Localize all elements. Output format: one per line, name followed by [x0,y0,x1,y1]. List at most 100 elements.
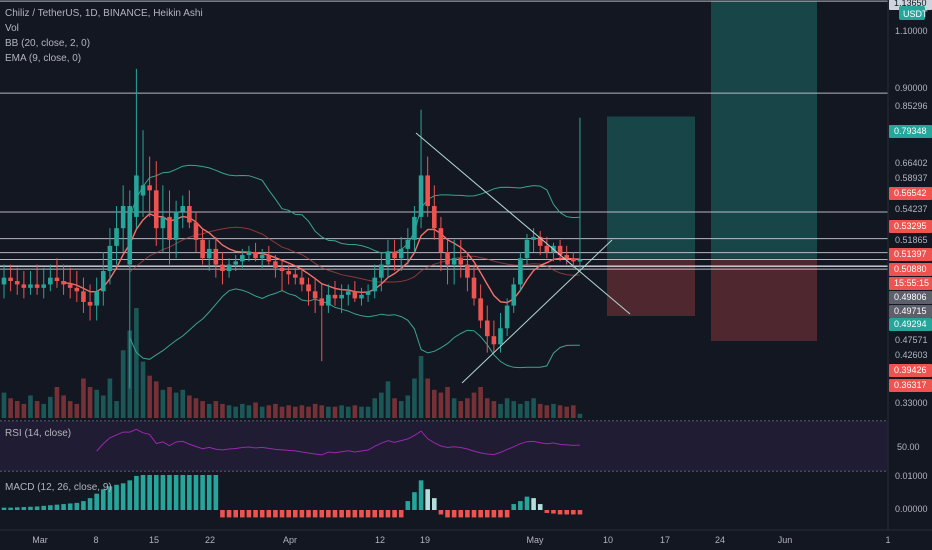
volume-bar [564,406,569,418]
candle-body [266,255,272,262]
macd-hist-bar [61,504,66,510]
candle-body [339,294,344,299]
volume-bar [385,381,391,418]
candle-body [571,258,576,262]
time-axis[interactable]: Mar 8 15 22 Apr 12 19 May 10 17 24 Jun 1 [0,529,932,545]
price-tag-label: 0.53295 [894,221,927,231]
macd-hist-bar [425,489,430,510]
macd-hist-bar [213,475,219,510]
macd-hist-bar [127,480,133,510]
candle-body [226,264,232,272]
volume-bar [54,386,60,418]
volume-bar [511,401,517,418]
legend-item-bb[interactable]: BB (20, close, 2, 0) [5,38,91,49]
volume-bar [577,413,583,418]
macd-hist-bar [544,510,550,513]
legend-item-vol[interactable]: Vol [5,23,19,34]
volume-bar [326,406,331,418]
price-tag-label: 1.13650 [894,0,927,8]
macd-hist-bar [432,498,437,510]
volume-bar [551,403,556,418]
candle-body [359,294,364,299]
macd-hist-bar [319,510,325,518]
candle-body [412,216,417,240]
position-zones[interactable] [607,1,817,342]
volume-bar [345,406,351,418]
candle-body [101,271,106,292]
volume-bar [518,403,523,418]
volume-bar [405,395,411,418]
candle-body [173,211,179,240]
price-tag [889,305,932,318]
volume-bar [372,398,378,418]
macd-hist-bar [518,501,523,510]
time-label: Jun [778,535,793,545]
candle-body [292,274,298,278]
volume-bar [94,389,99,418]
macd-hist-bar [445,510,450,518]
macd-hist-bar [577,510,583,515]
macd-hist-bar [352,510,358,518]
price-label: 0.51865 [895,235,928,245]
time-label: 22 [205,535,215,545]
bb-basis [129,226,580,283]
candle-body [187,206,192,223]
position-zone [711,258,817,342]
candle-body [478,298,483,321]
legend-item-ema[interactable]: EMA (9, close, 0) [5,53,82,64]
volume-bar [187,395,192,418]
macd-hist-bar [81,501,86,510]
bb-lower [129,288,580,369]
symbol-title[interactable]: Chiliz / TetherUS, 1D, BINANCE, Heikin A… [5,8,203,19]
macd-label[interactable]: MACD (12, 26, close, 9) [5,482,112,493]
macd-hist-bar [246,510,252,518]
price-label: 0.47571 [895,335,928,345]
volume-bar [299,405,305,418]
price-tag [889,125,932,138]
candle-body [537,236,543,246]
rsi-label[interactable]: RSI (14, close) [5,428,72,439]
candle-body [405,239,411,249]
volume-bar [14,401,20,418]
volume-bar [134,308,139,418]
candle-body [299,277,305,285]
price-axis[interactable]: 1.10000 0.90000 0.85296 0.66402 0.58937 0.542… [889,0,932,514]
candle-body [398,248,404,259]
trend-line-up [461,239,613,384]
trend-line-down [415,132,631,315]
volume-bar [8,398,13,418]
macd-hist-bar [226,510,232,518]
macd-hist-bar [114,484,119,510]
price-tag-label: 0.36317 [894,380,927,390]
volume-bar [279,406,285,418]
time-label: 19 [420,535,430,545]
candle-body [153,190,159,229]
price-tag-label: 0.49294 [894,319,927,329]
candle-body [518,258,523,285]
macd-axis-label: 0.01000 [895,471,928,481]
candle-body [392,251,397,259]
macd-hist-bar [193,475,199,510]
candle-body [544,245,550,252]
volume-bar [392,398,397,418]
trend-lines[interactable] [415,132,631,384]
volume-bar [504,398,510,418]
macd-hist-bar [160,475,166,510]
macd-hist-bar [107,486,113,510]
macd-hist-bar [398,510,404,518]
macd-hist-bar [167,475,172,510]
macd-hist-bar [240,510,245,518]
candle-body [94,291,99,306]
candle-body [438,228,444,252]
volume-bar [114,401,119,418]
candle-body [306,284,311,292]
macd-hist-bar [345,510,351,518]
candle-body [120,206,126,229]
price-tag-label: 0.49715 [894,306,927,316]
macd-hist-bar [451,510,457,518]
volume-bar [471,392,477,418]
macd-hist-bar [14,507,20,510]
candle-body [332,294,338,299]
volume-bar [465,398,470,418]
